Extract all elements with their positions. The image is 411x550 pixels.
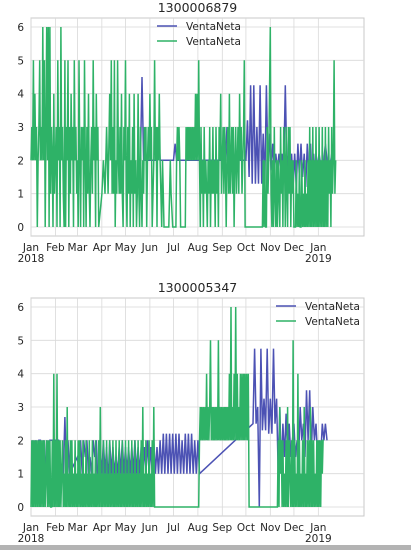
- x-tick-label: Mar: [68, 522, 88, 534]
- x-tick-year-label: 2019: [305, 533, 332, 545]
- x-tick-label: Oct: [237, 242, 255, 254]
- chart-title: 1300005347: [158, 280, 238, 295]
- x-tick-label: Sep: [212, 242, 232, 254]
- x-tick-label: Jul: [166, 242, 180, 254]
- y-tick-label: 3: [17, 122, 24, 134]
- legend-label: VentaNeta: [305, 316, 360, 328]
- y-tick-label: 2: [17, 155, 24, 167]
- y-tick-label: 5: [17, 335, 24, 347]
- series-line-2: [30, 26, 337, 228]
- x-tick-label: Jan: [309, 242, 326, 254]
- y-tick-label: 2: [17, 435, 24, 447]
- x-tick-label: Apr: [93, 242, 112, 254]
- y-tick-label: 4: [17, 89, 24, 101]
- x-tick-year-label: 2018: [18, 253, 45, 265]
- legend-label: VentaNeta: [186, 21, 241, 33]
- x-tick-label: Aug: [188, 522, 209, 534]
- y-tick-label: 1: [17, 189, 24, 201]
- legend-label: VentaNeta: [186, 36, 241, 48]
- x-tick-label: Jun: [141, 522, 158, 534]
- series-line-1: [31, 348, 328, 508]
- horizontal-scrollbar[interactable]: [0, 545, 411, 550]
- x-tick-label: Dec: [284, 242, 305, 254]
- x-tick-label: May: [115, 522, 137, 534]
- x-tick-label: Jan: [309, 522, 326, 534]
- x-tick-label: Jan: [22, 522, 39, 534]
- legend-label: VentaNeta: [305, 301, 360, 313]
- x-tick-label: Sep: [212, 522, 232, 534]
- x-tick-year-label: 2019: [305, 253, 332, 265]
- x-tick-label: Oct: [237, 522, 255, 534]
- series-line-2: [30, 306, 324, 508]
- y-tick-label: 0: [17, 502, 24, 514]
- y-tick-label: 5: [17, 55, 24, 67]
- x-tick-label: Nov: [260, 242, 281, 254]
- y-tick-label: 4: [17, 369, 24, 381]
- x-tick-label: May: [115, 242, 137, 254]
- x-tick-year-label: 2018: [18, 533, 45, 545]
- y-tick-label: 3: [17, 402, 24, 414]
- x-tick-label: Apr: [93, 522, 112, 534]
- x-tick-label: Feb: [46, 242, 65, 254]
- x-tick-label: Jan: [22, 242, 39, 254]
- legend: VentaNeta VentaNeta: [157, 21, 241, 48]
- y-tick-label: 6: [17, 22, 24, 34]
- x-tick-label: Mar: [68, 242, 88, 254]
- x-tick-label: Jul: [166, 522, 180, 534]
- legend: VentaNeta VentaNeta: [276, 301, 360, 328]
- x-tick-label: Dec: [284, 522, 305, 534]
- y-tick-label: 0: [17, 222, 24, 234]
- x-tick-label: Feb: [46, 522, 65, 534]
- x-tick-label: Nov: [260, 522, 281, 534]
- x-tick-label: Jun: [141, 242, 158, 254]
- x-tick-label: Aug: [188, 242, 209, 254]
- y-tick-label: 6: [17, 302, 24, 314]
- y-tick-label: 1: [17, 469, 24, 481]
- chart-title: 1300006879: [158, 0, 238, 15]
